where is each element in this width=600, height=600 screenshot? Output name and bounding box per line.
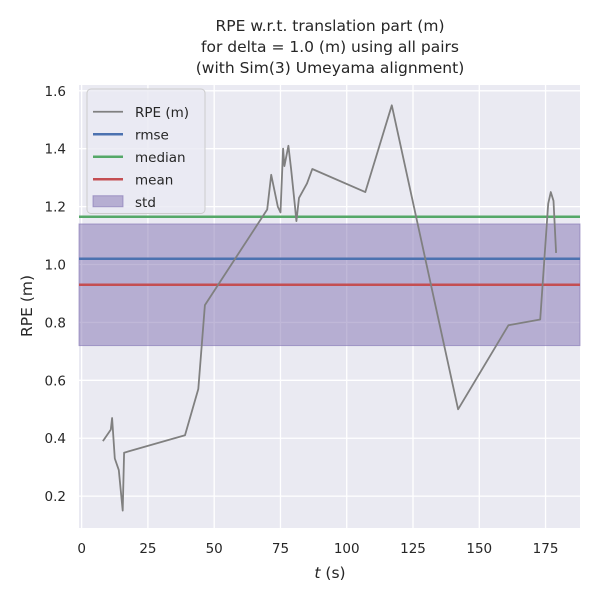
- series-layer: [102, 104, 557, 512]
- rpe-series-line: [102, 104, 557, 512]
- legend-swatch: [92, 195, 124, 208]
- x-tick-label: 100: [334, 541, 360, 557]
- grid: [79, 85, 580, 528]
- x-tick-label: 75: [272, 541, 289, 557]
- y-tick-label: 1.4: [45, 142, 66, 158]
- y-tick-label: 0.2: [45, 489, 66, 505]
- legend-label: median: [135, 150, 186, 166]
- x-tick-label: 150: [466, 541, 492, 557]
- legend-item-mean: mean: [93, 172, 173, 188]
- y-tick-label: 0.4: [45, 431, 66, 447]
- legend-item-std: std: [92, 195, 156, 211]
- x-tick-label: 50: [206, 541, 223, 557]
- legend-item-rpe: RPE (m): [93, 105, 189, 121]
- chart-title-line-2: for delta = 1.0 (m) using all pairs: [201, 38, 459, 56]
- chart-title-line-3: (with Sim(3) Umeyama alignment): [196, 59, 465, 77]
- x-axis-label-unit: (s): [320, 564, 345, 582]
- y-tick-label: 0.6: [45, 373, 66, 389]
- y-axis-ticks: 0.2 0.4 0.6 0.8 1.0 1.2 1.4 1.6: [45, 84, 66, 505]
- legend-label: mean: [135, 172, 173, 188]
- legend-frame: [86, 88, 206, 214]
- x-axis-ticks: 0 25 50 75 100 125 150 175: [77, 541, 558, 557]
- y-axis-label: RPE (m): [18, 275, 36, 337]
- y-tick-label: 1.0: [45, 258, 66, 274]
- legend-item-median: median: [93, 150, 186, 166]
- x-tick-label: 25: [139, 541, 156, 557]
- y-tick-label: 1.6: [45, 84, 66, 100]
- y-tick-label: 1.2: [45, 200, 66, 216]
- legend-item-rmse: rmse: [93, 127, 169, 143]
- x-tick-label: 175: [533, 541, 559, 557]
- stat-lines: [79, 215, 580, 287]
- legend-label: rmse: [135, 127, 169, 143]
- y-tick-label: 0.8: [45, 315, 66, 331]
- legend-label: RPE (m): [135, 105, 189, 121]
- legend-label: std: [135, 195, 156, 211]
- x-tick-label: 125: [400, 541, 426, 557]
- legend: RPE (m) rmse median mean std: [86, 88, 206, 214]
- chart-title-line-1: RPE w.r.t. translation part (m): [215, 17, 444, 35]
- x-axis-label-var: t: [314, 564, 321, 582]
- chart-title: RPE w.r.t. translation part (m) for delt…: [196, 17, 465, 77]
- x-axis-label: t (s): [314, 564, 345, 582]
- x-tick-label: 0: [77, 541, 86, 557]
